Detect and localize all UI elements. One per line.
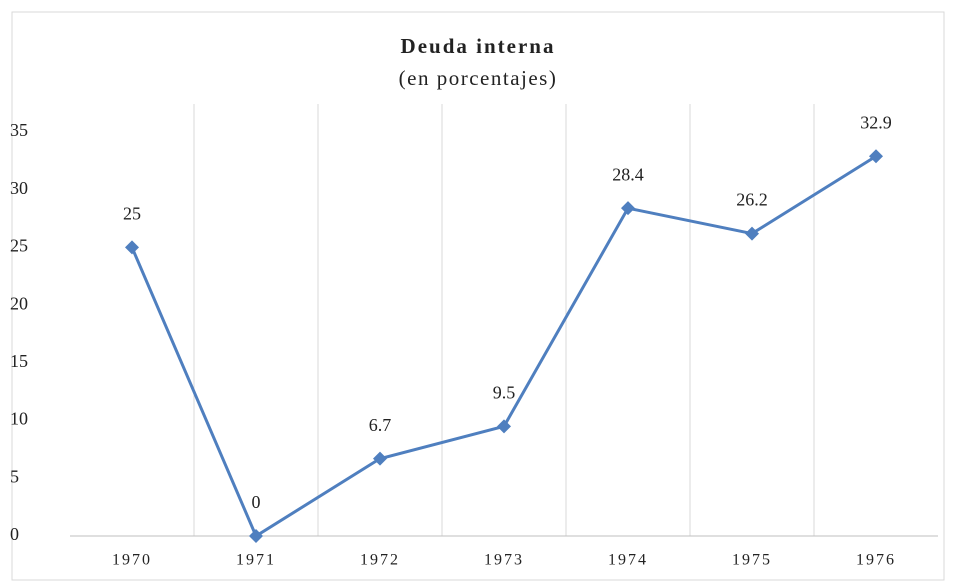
marker <box>249 529 263 543</box>
marker <box>497 419 511 434</box>
y-tick-label: 0 <box>10 524 19 544</box>
marker <box>125 240 139 255</box>
marker <box>621 201 635 216</box>
chart-border <box>11 11 945 581</box>
data-label: 9.5 <box>493 382 516 402</box>
y-tick-label: 30 <box>10 178 28 198</box>
data-label: 0 <box>252 492 261 512</box>
y-tick-label: 35 <box>10 120 28 140</box>
x-tick-label: 1973 <box>484 552 524 569</box>
x-tick-label: 1971 <box>236 552 276 569</box>
data-label: 28.4 <box>612 164 644 184</box>
data-label: 26.2 <box>736 190 768 210</box>
data-label: 25 <box>123 204 141 224</box>
chart-subtitle: (en porcentajes) <box>399 66 558 90</box>
marker <box>869 149 883 164</box>
y-tick-label: 25 <box>10 236 28 256</box>
y-tick-label: 20 <box>10 293 28 313</box>
x-tick-label: 1972 <box>360 552 400 569</box>
x-tick-label: 1970 <box>112 552 152 569</box>
y-tick-label: 10 <box>10 409 28 429</box>
chart-title: Deuda interna <box>401 34 556 58</box>
data-label: 32.9 <box>860 112 892 132</box>
x-tick-label: 1975 <box>732 552 772 569</box>
data-label: 6.7 <box>369 415 392 435</box>
x-tick-label: 1976 <box>856 552 896 569</box>
y-tick-label: 5 <box>10 466 19 486</box>
x-tick-label: 1974 <box>608 552 648 569</box>
marker <box>745 226 759 241</box>
marker <box>373 451 387 466</box>
y-tick-label: 15 <box>10 351 28 371</box>
